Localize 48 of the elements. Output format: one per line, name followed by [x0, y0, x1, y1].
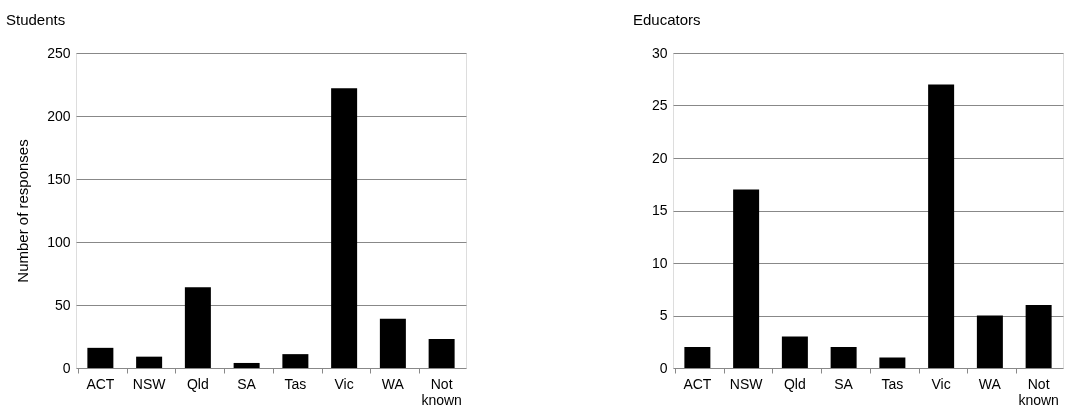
x-tick-label: ACT: [86, 375, 115, 392]
y-tick-label: 150: [47, 170, 71, 187]
x-tick-label: SA: [834, 375, 854, 392]
y-tick-label: 15: [651, 202, 668, 218]
x-tick-label: Not known: [421, 375, 462, 408]
y-tick-label: 5: [659, 307, 668, 323]
y-tick-label: 250: [47, 44, 71, 61]
bar: [184, 287, 211, 368]
bar: [379, 318, 406, 368]
y-tick-label: 20: [651, 149, 668, 166]
y-tick-label: 0: [62, 359, 71, 376]
bar: [428, 339, 455, 368]
bar: [928, 84, 955, 368]
bar: [233, 362, 260, 368]
bar: [331, 88, 358, 368]
bar: [136, 356, 163, 368]
bar: [879, 357, 906, 368]
x-tick-label: Vic: [931, 375, 951, 392]
x-tick-label: Qld: [186, 375, 209, 392]
y-tick-label: 50: [54, 296, 71, 313]
bar: [733, 189, 760, 368]
x-tick-label: NSW: [132, 375, 167, 392]
chart-title: Students: [6, 11, 66, 28]
y-tick-label: 25: [651, 97, 668, 113]
x-tick-label: ACT: [683, 375, 712, 392]
x-tick-label: Vic: [334, 375, 354, 392]
y-tick-label: 200: [47, 107, 71, 124]
x-tick-label: Tas: [284, 375, 307, 392]
bar: [282, 354, 309, 368]
bar: [684, 347, 711, 368]
y-tick-label: 10: [651, 254, 668, 271]
x-tick-label: Not known: [1018, 375, 1059, 408]
bar: [976, 315, 1003, 368]
bar: [781, 336, 808, 368]
bar: [87, 347, 114, 368]
chart-title: Educators: [633, 11, 701, 28]
x-tick-label: Tas: [881, 375, 904, 392]
bar: [830, 347, 857, 368]
x-tick-label: WA: [978, 375, 1002, 392]
y-axis-title: Number of responses: [14, 139, 32, 283]
x-tick-label: Qld: [783, 375, 806, 392]
y-tick-label: 0: [659, 359, 668, 376]
bar: [1025, 305, 1052, 368]
x-tick-label: SA: [237, 375, 257, 392]
y-tick-label: 30: [651, 44, 668, 61]
x-tick-label: WA: [381, 375, 405, 392]
x-tick-label: NSW: [729, 375, 764, 392]
y-tick-label: 100: [47, 233, 71, 250]
